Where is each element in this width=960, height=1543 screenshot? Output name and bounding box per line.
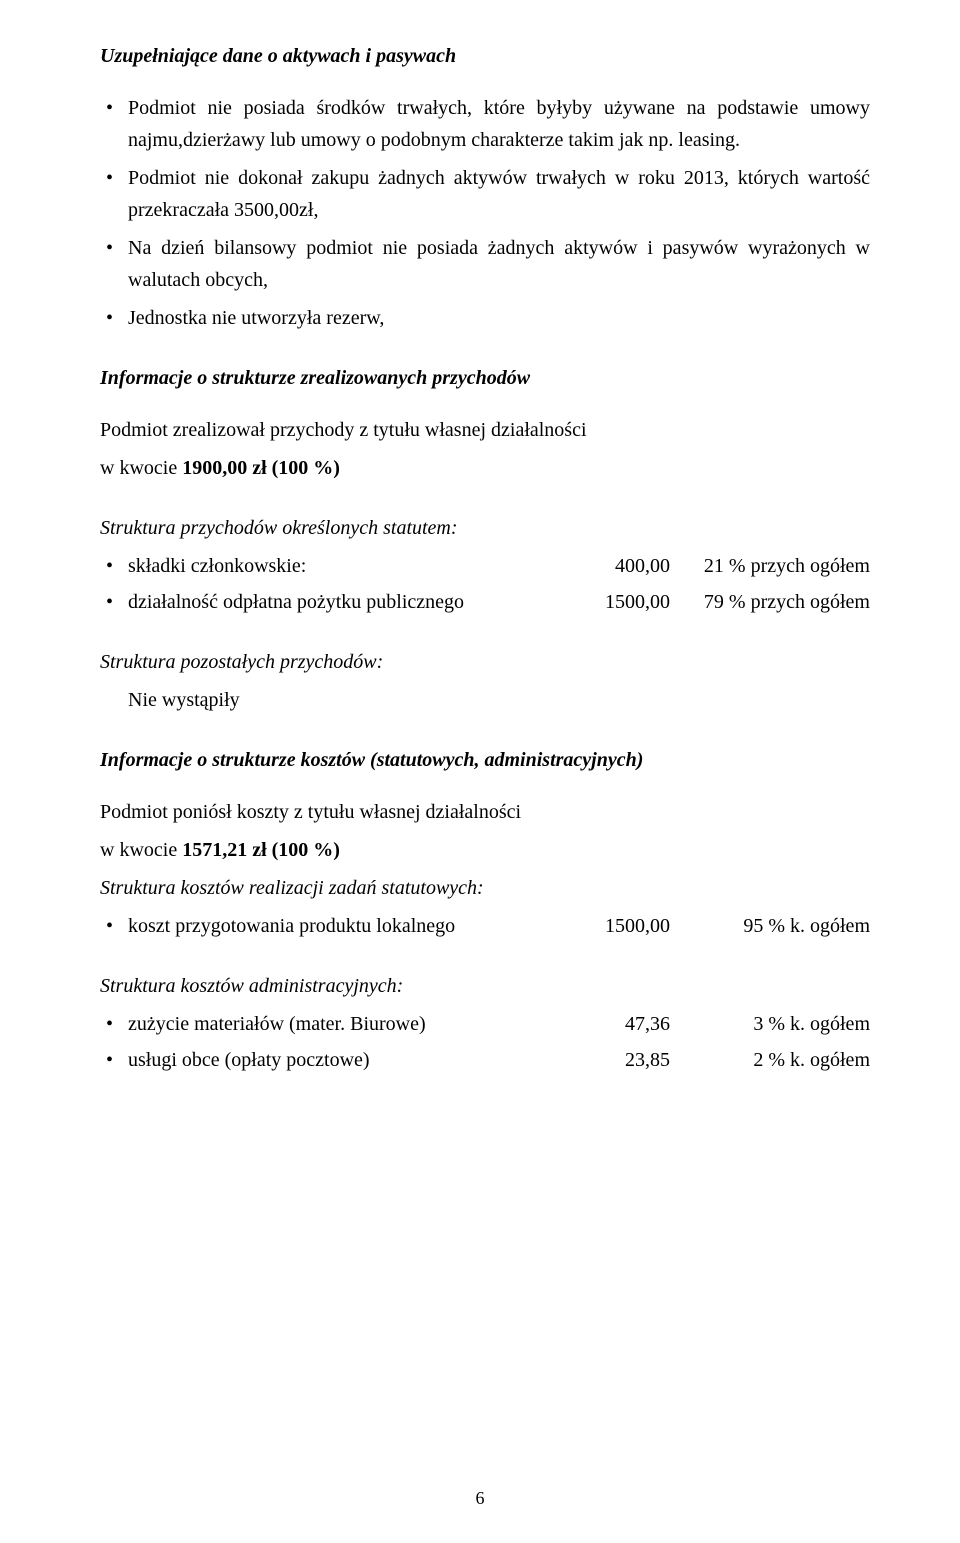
row-percent: 79 % przych ogółem	[670, 586, 870, 618]
bullet-item: Podmiot nie posiada środków trwałych, kt…	[100, 92, 870, 156]
other-revenue-text: Nie wystąpiły	[128, 684, 870, 716]
revenue-statute-rows: składki członkowskie: 400,00 21 % przych…	[100, 550, 870, 618]
row-percent: 2 % k. ogółem	[670, 1044, 870, 1076]
assets-liabilities-bullets: Podmiot nie posiada środków trwałych, kt…	[100, 92, 870, 334]
table-row: koszt przygotowania produktu lokalnego 1…	[100, 910, 870, 942]
row-label: zużycie materiałów (mater. Biurowe)	[128, 1008, 550, 1040]
row-percent: 95 % k. ogółem	[670, 910, 870, 942]
page-number: 6	[0, 1484, 960, 1513]
row-label: koszt przygotowania produktu lokalnego	[128, 910, 550, 942]
cost-amount-line: w kwocie 1571,21 zł (100 %)	[100, 834, 870, 866]
table-row: działalność odpłatna pożytku publicznego…	[100, 586, 870, 618]
bullet-item: Na dzień bilansowy podmiot nie posiada ż…	[100, 232, 870, 296]
revenue-summary-line: Podmiot zrealizował przychody z tytułu w…	[100, 414, 870, 446]
row-percent: 3 % k. ogółem	[670, 1008, 870, 1040]
bullet-item: Podmiot nie dokonał zakupu żadnych aktyw…	[100, 162, 870, 226]
revenue-amount-line: w kwocie 1900,00 zł (100 %)	[100, 452, 870, 484]
statutory-costs-rows: koszt przygotowania produktu lokalnego 1…	[100, 910, 870, 942]
row-value: 400,00	[550, 550, 670, 582]
row-value: 23,85	[550, 1044, 670, 1076]
heading-revenue-structure: Informacje o strukturze zrealizowanych p…	[100, 362, 870, 394]
table-row: składki członkowskie: 400,00 21 % przych…	[100, 550, 870, 582]
row-value: 47,36	[550, 1008, 670, 1040]
table-row: zużycie materiałów (mater. Biurowe) 47,3…	[100, 1008, 870, 1040]
revenue-amount-value: 1900,00 zł (100 %)	[182, 457, 340, 479]
other-revenue-block: Nie wystąpiły	[100, 684, 870, 716]
row-percent: 21 % przych ogółem	[670, 550, 870, 582]
admin-costs-rows: zużycie materiałów (mater. Biurowe) 47,3…	[100, 1008, 870, 1076]
cost-amount-prefix: w kwocie	[100, 839, 182, 861]
heading-admin-costs: Struktura kosztów administracyjnych:	[100, 970, 870, 1002]
heading-other-revenue: Struktura pozostałych przychodów:	[100, 646, 870, 678]
table-row: usługi obce (opłaty pocztowe) 23,85 2 % …	[100, 1044, 870, 1076]
row-label: działalność odpłatna pożytku publicznego	[128, 586, 550, 618]
heading-supplementary-data: Uzupełniające dane o aktywach i pasywach	[100, 40, 870, 72]
heading-statutory-costs: Struktura kosztów realizacji zadań statu…	[100, 872, 870, 904]
row-label: usługi obce (opłaty pocztowe)	[128, 1044, 550, 1076]
row-value: 1500,00	[550, 586, 670, 618]
heading-revenue-by-statute: Struktura przychodów określonych statute…	[100, 512, 870, 544]
heading-cost-structure: Informacje o strukturze kosztów (statuto…	[100, 744, 870, 776]
bullet-item: Jednostka nie utworzyła rezerw,	[100, 302, 870, 334]
cost-amount-value: 1571,21 zł (100 %)	[182, 839, 340, 861]
revenue-summary-block: Podmiot zrealizował przychody z tytułu w…	[100, 414, 870, 484]
row-value: 1500,00	[550, 910, 670, 942]
revenue-amount-prefix: w kwocie	[100, 457, 182, 479]
cost-summary-line: Podmiot poniósł koszty z tytułu własnej …	[100, 796, 870, 828]
row-label: składki członkowskie:	[128, 550, 550, 582]
